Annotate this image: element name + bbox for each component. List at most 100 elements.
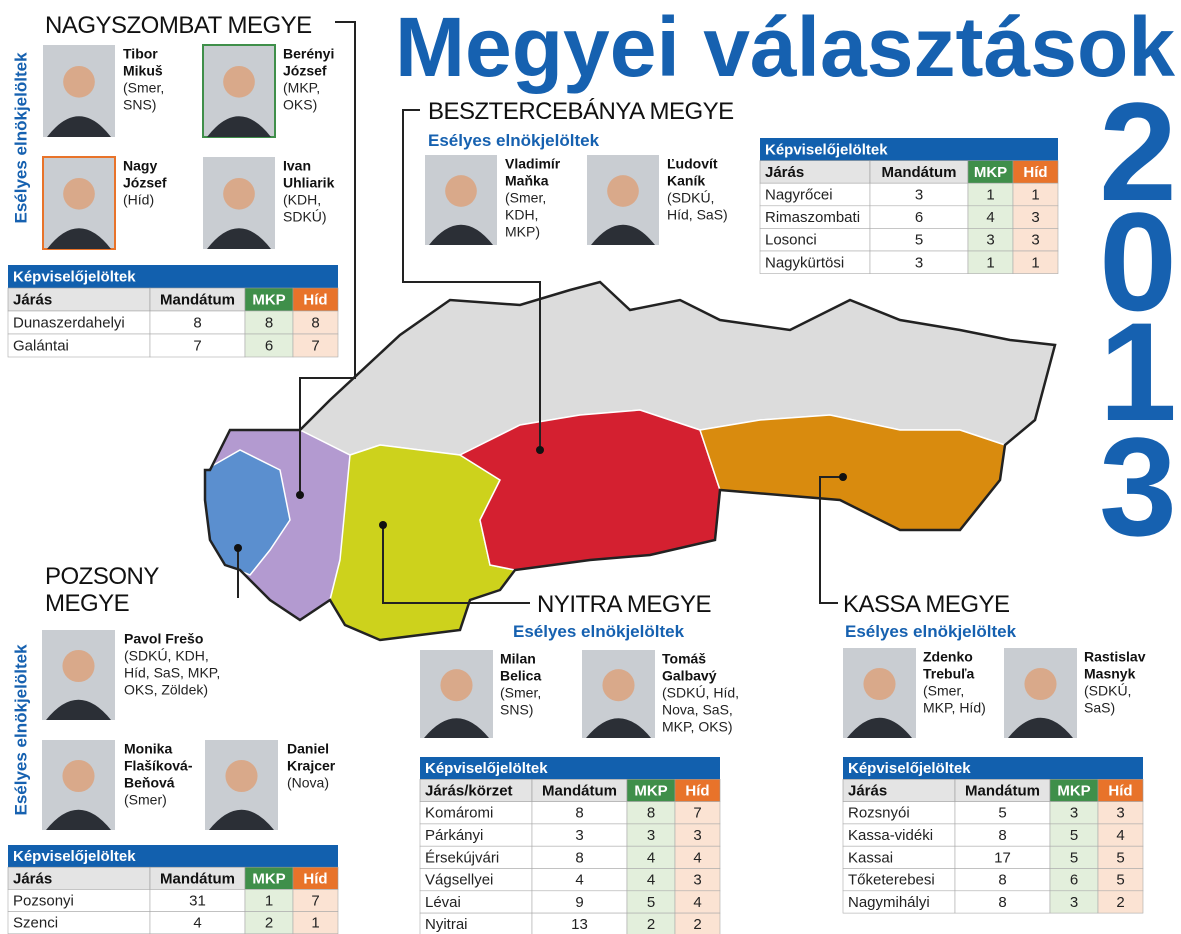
count: 5 xyxy=(915,232,923,249)
candidate-party: (KDH, xyxy=(283,192,321,208)
candidate-party: SaS) xyxy=(1084,700,1115,716)
candidate-party: (Híd) xyxy=(123,192,154,208)
header-text: MKP xyxy=(634,782,667,799)
count: 8 xyxy=(647,805,655,822)
count: 1 xyxy=(1031,186,1039,203)
count: 7 xyxy=(311,892,319,909)
candidate-name: Belica xyxy=(500,668,541,684)
dot xyxy=(379,521,387,529)
dot xyxy=(296,491,304,499)
candidate-name: Mikuš xyxy=(123,63,163,79)
photo-head xyxy=(62,650,94,682)
title: Megyei választások xyxy=(395,0,1175,94)
candidate-name: Flašíková- xyxy=(124,758,193,774)
dot xyxy=(839,473,847,481)
candidate-party: (SDKÚ, KDH, xyxy=(124,648,209,664)
district-name: Rozsnyói xyxy=(848,805,910,822)
count: 8 xyxy=(998,827,1006,844)
count: 3 xyxy=(1031,232,1039,249)
table-title: Képviselőjelöltek xyxy=(13,268,136,285)
candidate-name: Kaník xyxy=(667,173,705,189)
candidate-name: Ľudovít xyxy=(667,156,718,172)
candidate-name: Beňová xyxy=(124,775,175,791)
count: 3 xyxy=(693,827,701,844)
header-text: MKP xyxy=(252,291,285,308)
candidate-party: SNS) xyxy=(500,702,533,718)
candidate-party: MKP, Híd) xyxy=(923,700,986,716)
district-name: Vágsellyei xyxy=(425,872,493,889)
count: 1 xyxy=(1031,254,1039,271)
count: 13 xyxy=(571,916,588,933)
district-name: Galántai xyxy=(13,337,69,354)
candidate-name: Monika xyxy=(124,741,172,757)
count: 6 xyxy=(915,209,923,226)
count: 3 xyxy=(1116,805,1124,822)
dot xyxy=(536,446,544,454)
count: 8 xyxy=(265,314,273,331)
count: 3 xyxy=(575,827,583,844)
subtitle: Esélyes elnökjelöltek xyxy=(428,131,600,150)
count: 5 xyxy=(998,805,1006,822)
candidate-party: Nova, SaS, xyxy=(662,702,733,718)
count: 3 xyxy=(1070,805,1078,822)
candidate-party: MKP) xyxy=(505,224,540,240)
count: 4 xyxy=(575,872,583,889)
header-text: Híd xyxy=(303,291,327,308)
header-text: Járás/körzet xyxy=(425,782,513,799)
count: 5 xyxy=(1070,849,1078,866)
candidate-name: Krajcer xyxy=(287,758,336,774)
candidate-name: Uhliarik xyxy=(283,175,335,191)
count: 4 xyxy=(193,915,201,932)
candidate-party: SNS) xyxy=(123,97,156,113)
subtitle-vertical: Esélyes elnökjelöltek xyxy=(11,644,30,816)
count: 8 xyxy=(575,805,583,822)
district-name: Nagykürtösi xyxy=(765,254,844,271)
count: 3 xyxy=(647,827,655,844)
count: 5 xyxy=(1070,827,1078,844)
header-text: MKP xyxy=(1057,782,1090,799)
header-text: MKP xyxy=(252,870,285,887)
count: 1 xyxy=(986,254,994,271)
candidate-name: Zdenko xyxy=(923,649,973,665)
dot xyxy=(234,544,242,552)
district-name: Párkányi xyxy=(425,827,483,844)
candidate-name: Tibor xyxy=(123,46,158,62)
count: 2 xyxy=(1116,894,1124,911)
photo-head xyxy=(62,760,94,792)
count: 3 xyxy=(1070,894,1078,911)
candidate-name: József xyxy=(123,175,167,191)
header-text: MKP xyxy=(974,164,1007,181)
candidate-party: (Smer, xyxy=(505,190,546,206)
district-name: Komáromi xyxy=(425,805,493,822)
header-text: Mandátum xyxy=(160,291,235,308)
candidate-name: Vladimír xyxy=(505,156,561,172)
table-title: Képviselőjelöltek xyxy=(13,848,136,865)
count: 4 xyxy=(693,849,701,866)
region-name: NAGYSZOMBAT MEGYE xyxy=(45,12,312,39)
photo-head xyxy=(1024,668,1056,700)
infographic: Megyei választások 2013NAGYSZOMBAT MEGYE… xyxy=(0,0,1181,934)
candidate-party: Híd, SaS) xyxy=(667,207,728,223)
candidate-party: SDKÚ) xyxy=(283,209,327,225)
table-title: Képviselőjelöltek xyxy=(425,760,548,777)
header-text: Híd xyxy=(685,782,709,799)
count: 9 xyxy=(575,894,583,911)
count: 7 xyxy=(693,805,701,822)
district-name: Kassa-vidéki xyxy=(848,827,933,844)
photo-head xyxy=(607,175,639,207)
photo-head xyxy=(440,669,472,701)
count: 3 xyxy=(693,872,701,889)
candidate-name: Rastislav xyxy=(1084,649,1146,665)
count: 4 xyxy=(1116,827,1124,844)
district-name: Pozsonyi xyxy=(13,892,74,909)
count: 3 xyxy=(915,186,923,203)
candidate-party: (SDKÚ, xyxy=(667,190,714,206)
subtitle-vertical: Esélyes elnökjelöltek xyxy=(11,52,30,224)
header-text: Mandátum xyxy=(542,782,617,799)
candidate-party: (Smer, xyxy=(923,683,964,699)
count: 8 xyxy=(998,894,1006,911)
count: 5 xyxy=(1116,872,1124,889)
count: 1 xyxy=(311,915,319,932)
photo-head xyxy=(223,66,255,98)
photo-head xyxy=(225,760,257,792)
